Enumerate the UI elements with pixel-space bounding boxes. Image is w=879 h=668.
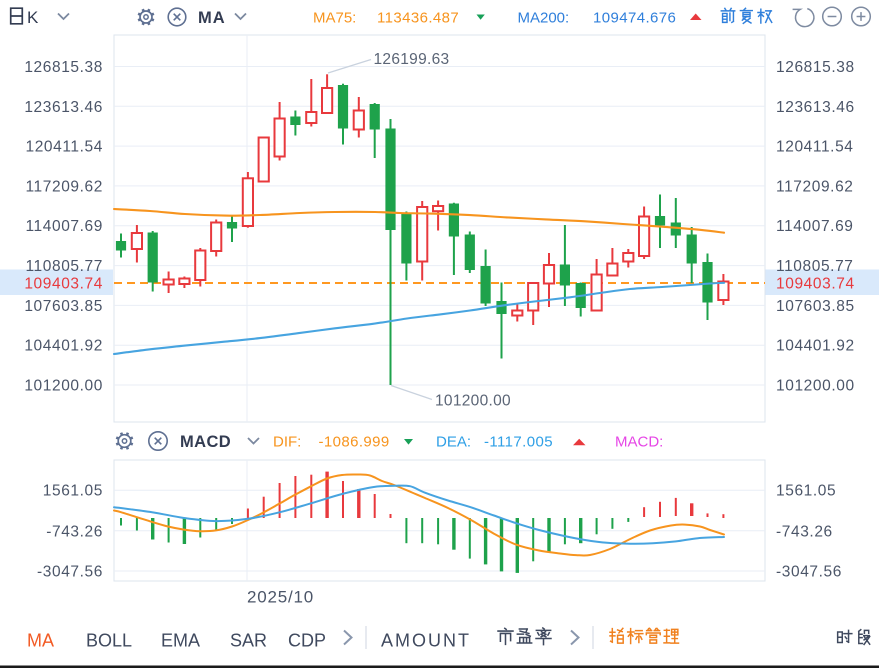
svg-text:101200.00: 101200.00 [776, 378, 855, 395]
svg-text:MACD: MACD [180, 433, 231, 451]
svg-text:107603.85: 107603.85 [776, 298, 855, 315]
svg-text:109403.74: 109403.74 [776, 276, 855, 293]
svg-text:1561.05: 1561.05 [776, 483, 836, 500]
svg-text:CDP: CDP [288, 630, 326, 650]
svg-text:109474.676: 109474.676 [593, 10, 676, 27]
svg-text:104401.92: 104401.92 [24, 338, 103, 355]
svg-text:123613.46: 123613.46 [24, 99, 103, 116]
svg-text:120411.54: 120411.54 [25, 139, 103, 156]
svg-text:DIF:: DIF: [273, 434, 301, 451]
svg-text:MA: MA [198, 9, 226, 27]
svg-text:-743.26: -743.26 [776, 523, 833, 540]
svg-text:114007.69: 114007.69 [25, 218, 103, 235]
svg-text:104401.92: 104401.92 [776, 338, 855, 355]
svg-text:-1086.999: -1086.999 [319, 434, 390, 451]
svg-text:MA: MA [27, 630, 54, 650]
svg-text:123613.46: 123613.46 [776, 99, 855, 116]
svg-text:AMOUNT: AMOUNT [381, 630, 471, 650]
svg-text:K: K [27, 8, 39, 27]
svg-text:126199.63: 126199.63 [374, 51, 450, 68]
svg-text:-3047.56: -3047.56 [776, 564, 842, 581]
svg-text:101200.00: 101200.00 [24, 378, 103, 395]
svg-text:117209.62: 117209.62 [776, 178, 854, 195]
svg-text:2025/10: 2025/10 [247, 588, 314, 607]
svg-text:126815.38: 126815.38 [24, 59, 103, 76]
svg-text:120411.54: 120411.54 [776, 139, 854, 156]
svg-text:EMA: EMA [161, 630, 200, 650]
svg-text:DEA:: DEA: [436, 434, 471, 451]
svg-text:-3047.56: -3047.56 [37, 564, 103, 581]
svg-text:126815.38: 126815.38 [776, 59, 855, 76]
svg-text:BOLL: BOLL [86, 630, 132, 650]
svg-text:MA75:: MA75: [313, 10, 356, 27]
svg-text:117209.62: 117209.62 [25, 178, 103, 195]
svg-text:MA200:: MA200: [518, 10, 570, 27]
svg-text:101200.00: 101200.00 [435, 393, 511, 410]
svg-text:113436.487: 113436.487 [377, 10, 459, 27]
svg-text:114007.69: 114007.69 [776, 218, 854, 235]
svg-text:SAR: SAR [230, 630, 267, 650]
svg-text:110805.77: 110805.77 [25, 258, 103, 275]
svg-text:MACD:: MACD: [615, 434, 663, 451]
svg-text:107603.85: 107603.85 [24, 298, 103, 315]
svg-text:-1117.005: -1117.005 [484, 434, 553, 451]
svg-text:109403.74: 109403.74 [24, 276, 103, 293]
svg-text:1561.05: 1561.05 [43, 483, 103, 500]
svg-text:-743.26: -743.26 [46, 523, 103, 540]
svg-text:110805.77: 110805.77 [776, 258, 854, 275]
